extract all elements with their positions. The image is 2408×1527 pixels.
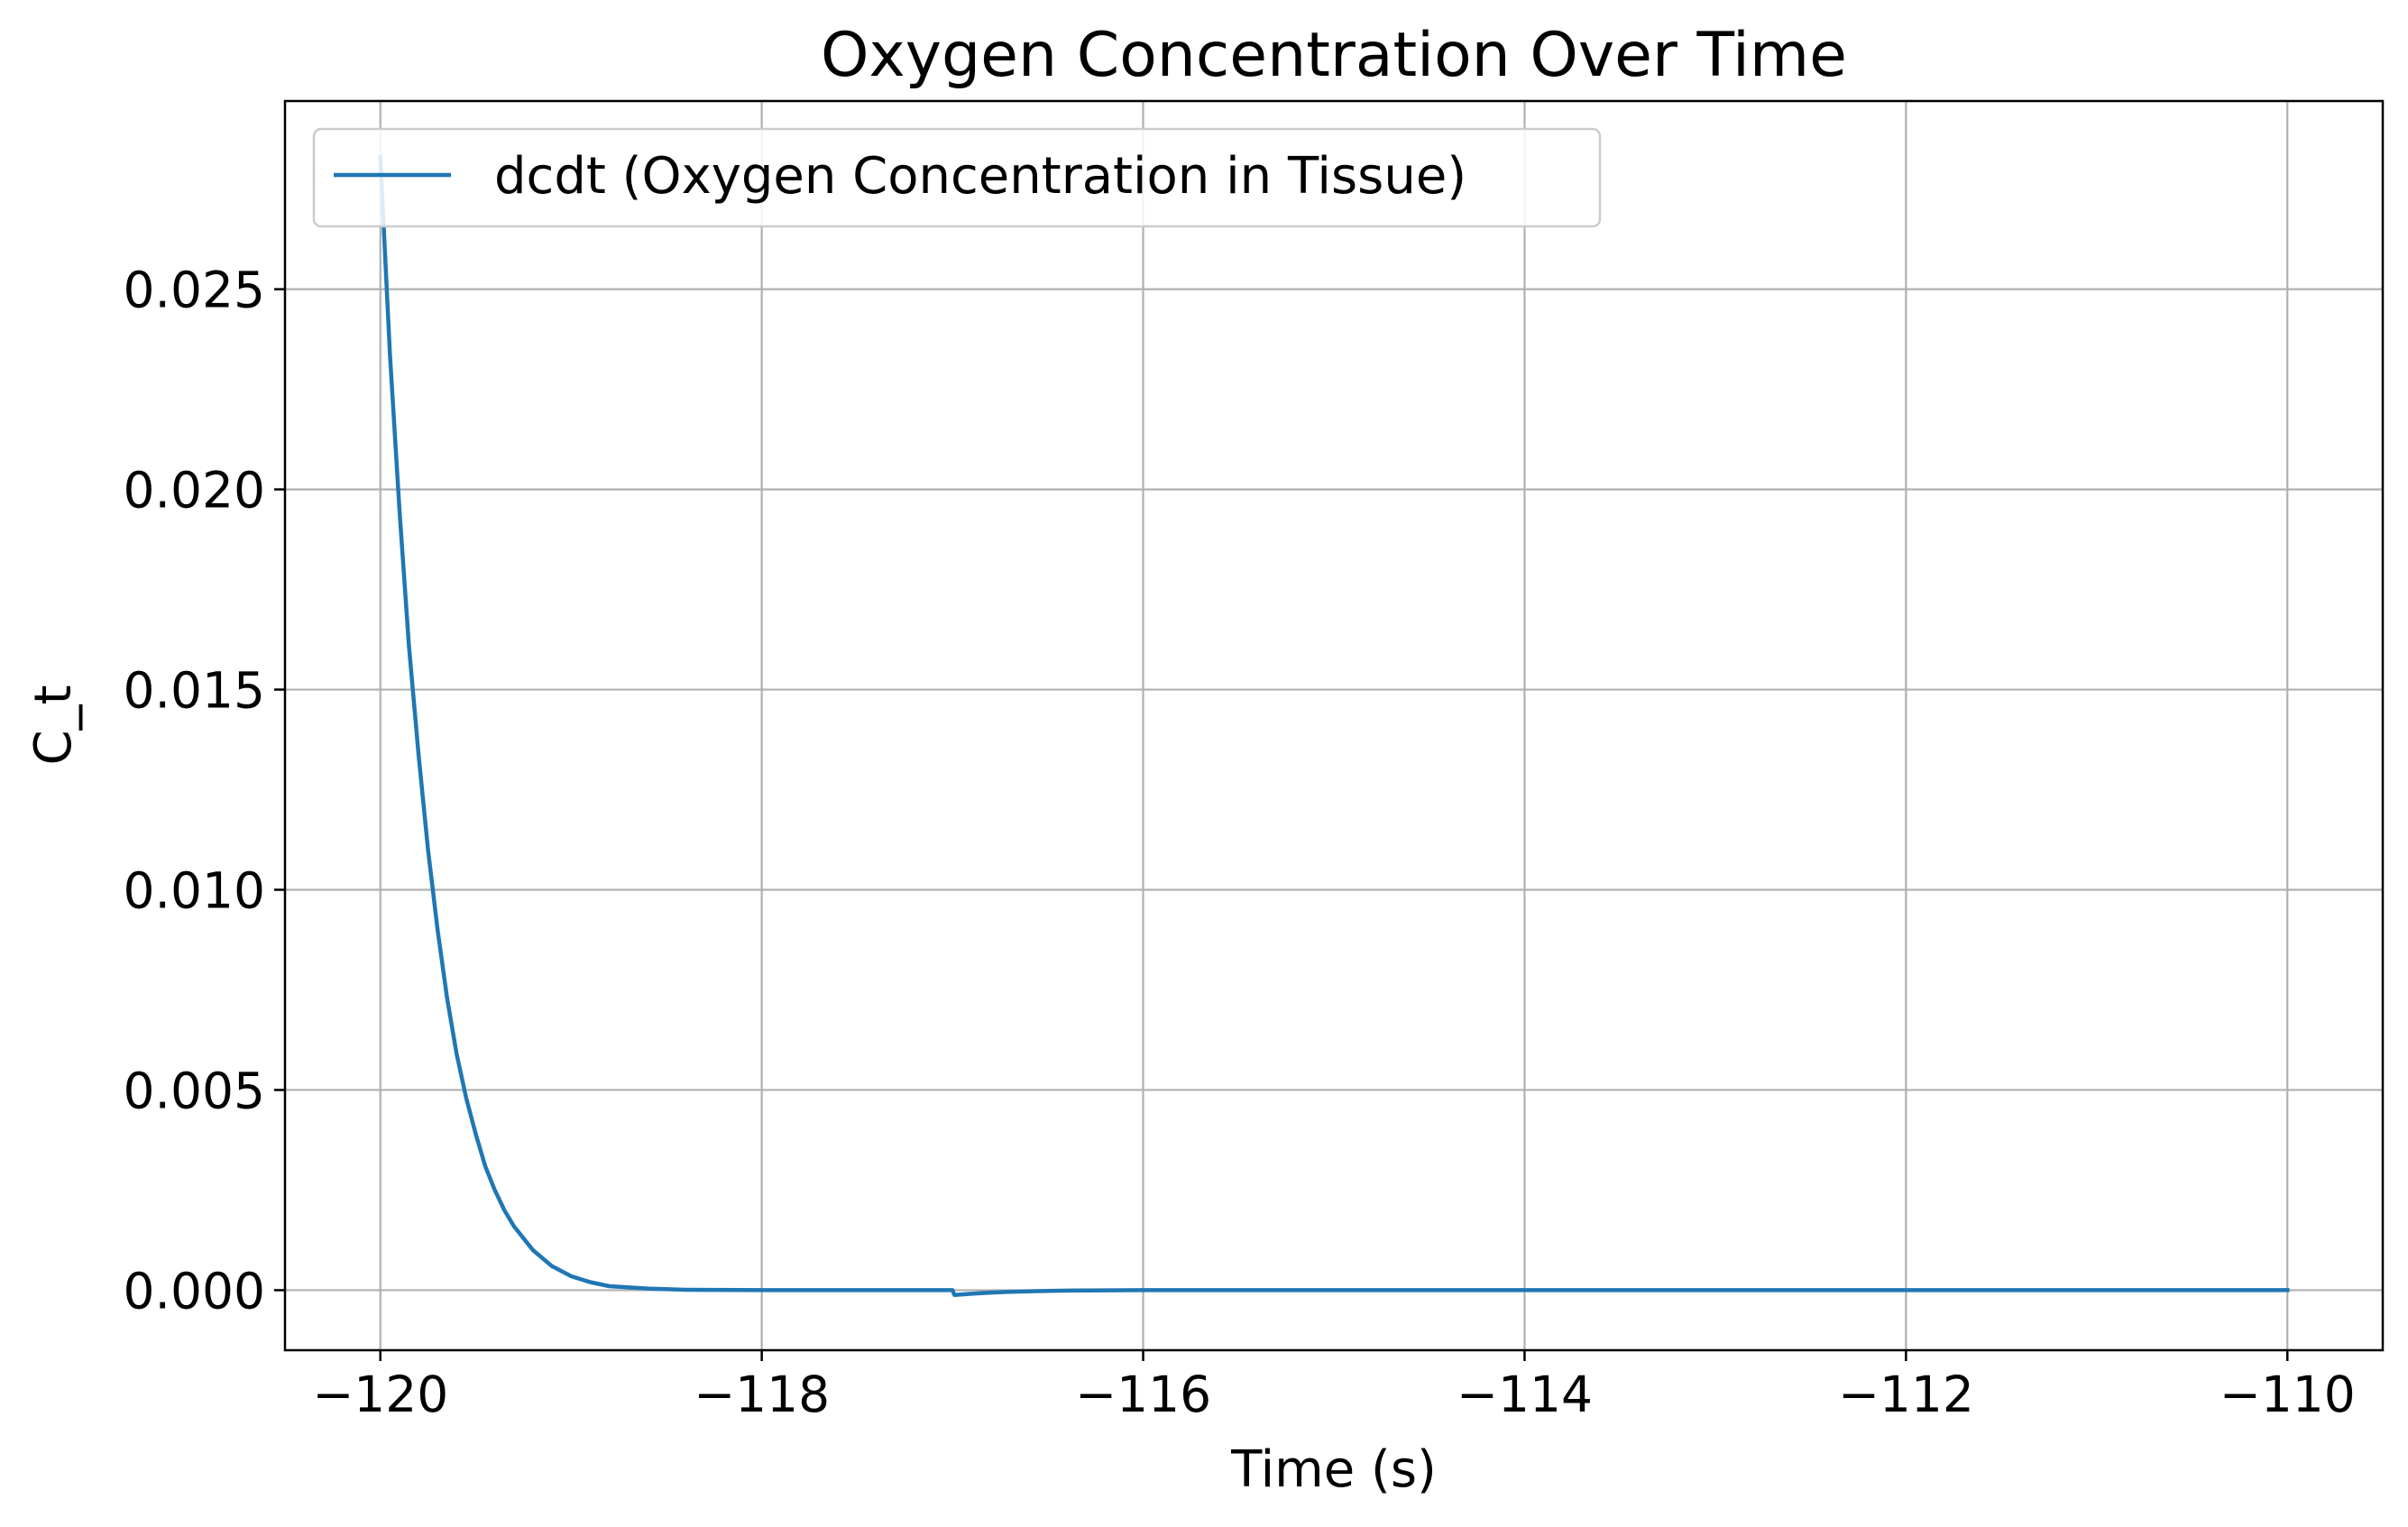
y-tick-label: 0.015	[124, 662, 265, 720]
legend: dcdt (Oxygen Concentration in Tissue)	[312, 127, 1602, 228]
x-axis-label: Time (s)	[1230, 1440, 1437, 1499]
x-axis: −120 −118 −116 −114 −112 −110	[312, 1350, 2356, 1423]
series-layer	[378, 154, 2290, 1297]
y-tick-label: 0.005	[124, 1062, 265, 1119]
y-axis-label: C_t	[24, 685, 83, 765]
chart-title: Oxygen Concentration Over Time	[821, 20, 1847, 91]
y-tick-label: 0.010	[124, 862, 265, 920]
series-line	[378, 154, 2290, 1297]
legend-box	[312, 127, 1602, 228]
y-axis: 0.000 0.005 0.010 0.015 0.020 0.025	[124, 262, 285, 1320]
y-tick-label: 0.020	[124, 462, 265, 520]
y-tick-label: 0.000	[124, 1262, 265, 1320]
x-tick-label: −110	[2220, 1366, 2356, 1423]
y-tick-label: 0.025	[124, 262, 265, 319]
x-tick-label: −112	[1838, 1366, 1974, 1423]
x-tick-label: −116	[1075, 1366, 1211, 1423]
x-tick-label: −114	[1457, 1366, 1593, 1423]
plot-frame	[283, 99, 2385, 1352]
x-tick-label: −120	[312, 1366, 448, 1423]
grid	[285, 101, 2383, 1350]
x-tick-label: −118	[694, 1366, 830, 1423]
legend-label: dcdt (Oxygen Concentration in Tissue)	[494, 147, 1466, 206]
